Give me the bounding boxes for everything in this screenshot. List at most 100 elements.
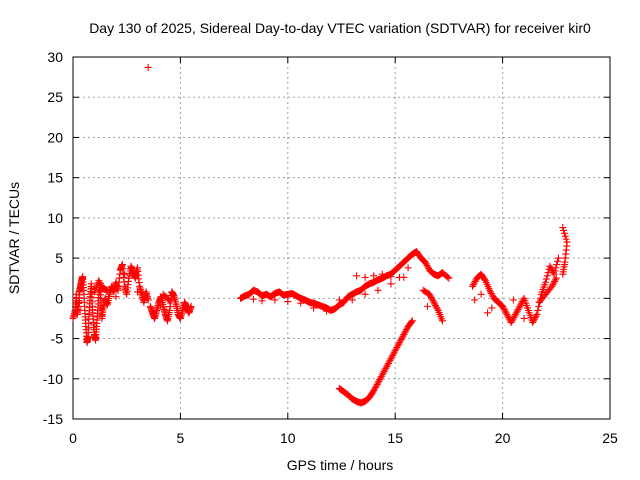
- data-point: [551, 277, 559, 285]
- data-point: [258, 297, 266, 305]
- data-point: [421, 258, 429, 266]
- data-point: [531, 314, 539, 322]
- data-point: [374, 286, 382, 294]
- data-point: [385, 358, 393, 366]
- data-point: [470, 279, 478, 287]
- data-point: [372, 382, 380, 390]
- data-point: [432, 303, 440, 311]
- data-point: [529, 318, 537, 326]
- x-tick-label: 0: [69, 430, 77, 446]
- data-point: [561, 232, 569, 240]
- data-point: [373, 380, 381, 388]
- data-point: [444, 273, 452, 281]
- data-point: [394, 342, 402, 350]
- data-point: [559, 224, 567, 232]
- x-tick-label: 5: [177, 430, 185, 446]
- data-point: [384, 359, 392, 367]
- x-tick-label: 15: [387, 430, 403, 446]
- y-tick-label: -5: [51, 331, 64, 347]
- data-point: [369, 388, 377, 396]
- data-point: [520, 314, 528, 322]
- data-point: [516, 302, 524, 310]
- x-axis-label: GPS time / hours: [287, 457, 394, 473]
- data-point: [187, 302, 195, 310]
- data-point: [404, 264, 412, 272]
- data-point: [433, 305, 441, 313]
- data-point: [438, 317, 446, 325]
- data-point: [402, 327, 410, 335]
- data-point: [322, 307, 330, 315]
- data-point: [509, 315, 517, 323]
- data-point: [500, 306, 508, 314]
- data-point: [427, 294, 435, 302]
- data-point: [424, 263, 432, 271]
- data-point: [348, 296, 356, 304]
- y-tick-label: 15: [47, 170, 63, 186]
- data-point: [554, 254, 562, 262]
- data-point: [371, 384, 379, 392]
- data-point: [542, 275, 550, 283]
- data-point: [382, 364, 390, 372]
- data-point: [398, 334, 406, 342]
- y-tick-label: 30: [47, 49, 63, 65]
- y-axis-label: SDTVAR / TECUs: [6, 182, 22, 294]
- data-point: [377, 374, 385, 382]
- chart-title: Day 130 of 2025, Sidereal Day-to-day VTE…: [89, 20, 591, 36]
- data-point: [428, 295, 436, 303]
- data-point: [426, 290, 434, 298]
- data-point: [510, 314, 518, 322]
- data-point: [408, 317, 416, 325]
- data-point: [387, 355, 395, 363]
- data-point: [380, 368, 388, 376]
- data-point: [96, 278, 104, 286]
- data-point: [515, 304, 523, 312]
- data-point: [121, 270, 129, 278]
- data-point: [401, 329, 409, 337]
- data-point: [395, 339, 403, 347]
- data-point: [383, 363, 391, 371]
- data-point: [430, 298, 438, 306]
- data-point: [552, 274, 560, 282]
- y-tick-label: 5: [55, 250, 63, 266]
- data-point: [426, 292, 434, 300]
- data-point: [400, 331, 408, 339]
- data-point: [533, 310, 541, 318]
- data-point: [530, 315, 538, 323]
- data-point: [551, 276, 559, 284]
- data-point: [361, 290, 369, 298]
- x-tick-label: 20: [495, 430, 511, 446]
- data-point: [487, 288, 495, 296]
- data-point: [431, 300, 439, 308]
- data-point: [387, 273, 395, 281]
- data-point: [297, 299, 305, 307]
- data-point: [509, 296, 517, 304]
- data-point: [103, 286, 111, 294]
- data-point: [552, 264, 560, 272]
- data-point: [549, 269, 557, 277]
- data-point: [432, 302, 440, 310]
- data-point: [549, 281, 557, 289]
- y-tick-label: 25: [47, 89, 63, 105]
- data-point: [469, 282, 477, 290]
- data-point: [370, 387, 378, 395]
- data-point: [562, 235, 570, 243]
- data-point: [391, 347, 399, 355]
- data-point: [560, 229, 568, 237]
- data-point: [543, 272, 551, 280]
- data-point: [377, 372, 385, 380]
- data-point: [423, 302, 431, 310]
- data-point: [379, 369, 387, 377]
- y-tick-label: 20: [47, 129, 63, 145]
- x-tick-label: 25: [602, 430, 618, 446]
- grid-lines: [73, 57, 610, 419]
- data-point: [395, 273, 403, 281]
- y-tick-label: 0: [55, 290, 63, 306]
- data-point: [353, 272, 361, 280]
- data-point: [471, 296, 479, 304]
- data-point: [271, 296, 279, 304]
- data-point: [144, 296, 152, 304]
- data-point: [396, 337, 404, 345]
- data-point: [560, 226, 568, 234]
- data-point: [383, 361, 391, 369]
- data-point: [507, 318, 515, 326]
